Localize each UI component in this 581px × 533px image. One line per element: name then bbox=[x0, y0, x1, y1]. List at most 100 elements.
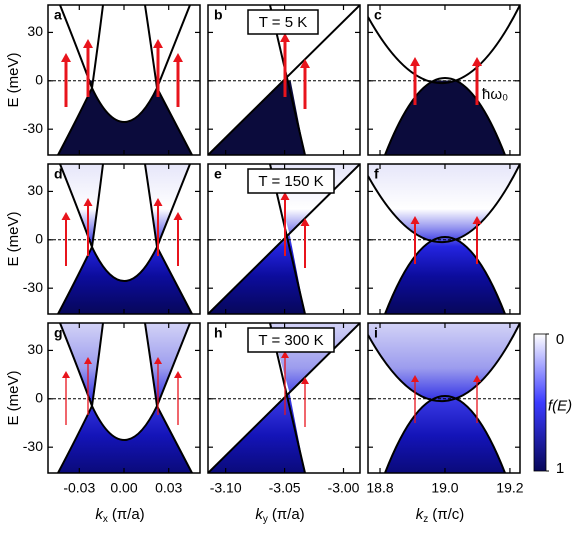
panel: e T = 150 K bbox=[207, 163, 361, 315]
panel-letter: h bbox=[214, 325, 223, 341]
x-tick-label: -0.03 bbox=[63, 480, 95, 496]
temperature-label: T = 300 K bbox=[258, 332, 323, 349]
panel-letter: i bbox=[374, 325, 378, 341]
arrow-head bbox=[280, 33, 290, 42]
x-axis-label: ky (π/a) bbox=[255, 506, 304, 525]
band-fill bbox=[58, 247, 192, 314]
band-fill bbox=[368, 323, 520, 402]
arrow-head bbox=[153, 39, 163, 48]
arrow-head bbox=[154, 357, 162, 364]
panel-plot bbox=[208, 164, 360, 314]
arrow-head bbox=[62, 371, 70, 378]
arrow-head bbox=[153, 198, 163, 206]
arrow-head bbox=[173, 53, 183, 62]
panel-letter: b bbox=[214, 7, 223, 23]
arrow-head bbox=[410, 57, 420, 66]
arrow-head bbox=[174, 371, 182, 378]
y-axis-label: E (meV) bbox=[5, 370, 22, 425]
colorbar-tick-label: 0 bbox=[556, 331, 564, 348]
band-curve bbox=[91, 164, 104, 248]
band-fill bbox=[208, 233, 305, 314]
band-fill bbox=[58, 406, 192, 473]
panel-frame bbox=[367, 163, 521, 315]
panel-letter: e bbox=[214, 166, 222, 182]
band-curve bbox=[144, 164, 158, 248]
band-curve bbox=[57, 244, 193, 314]
x-tick-label: 18.8 bbox=[366, 480, 393, 496]
x-axis-subscript: z bbox=[423, 514, 428, 525]
panel: b T = 5 K bbox=[207, 4, 361, 156]
panel: d bbox=[47, 163, 201, 315]
band-curve bbox=[384, 395, 506, 473]
band-fill bbox=[60, 164, 103, 247]
panel: i bbox=[367, 322, 521, 474]
y-tick-label: -30 bbox=[23, 438, 43, 454]
band-fill bbox=[145, 5, 190, 88]
x-axis-label: kz (π/c) bbox=[416, 506, 465, 525]
panel-plot bbox=[368, 164, 520, 314]
x-tick-label: 0.00 bbox=[110, 480, 137, 496]
arrow-head bbox=[472, 57, 482, 66]
band-curve bbox=[144, 323, 158, 407]
band-curve bbox=[384, 236, 506, 314]
arrow-head bbox=[173, 212, 183, 220]
panel-plot bbox=[48, 5, 200, 155]
x-tick-label: 19.0 bbox=[431, 480, 458, 496]
arrow-head bbox=[61, 53, 71, 62]
panel-plot bbox=[368, 323, 520, 473]
temperature-box bbox=[247, 327, 335, 353]
y-tick-label: -30 bbox=[23, 279, 43, 295]
y-axis-label: E (meV) bbox=[5, 52, 22, 107]
arrow-head bbox=[61, 212, 71, 220]
panel-plot bbox=[368, 5, 520, 155]
temperature-label: T = 5 K bbox=[259, 14, 308, 31]
panel-letter: c bbox=[374, 7, 382, 23]
band-fill bbox=[60, 323, 103, 406]
panel: h T = 300 K bbox=[207, 322, 361, 474]
panel-plot bbox=[48, 164, 200, 314]
band-fill bbox=[60, 5, 103, 88]
panel-plot bbox=[48, 323, 200, 473]
temperature-label: T = 150 K bbox=[258, 173, 323, 190]
band-fill bbox=[368, 164, 520, 243]
band-curve bbox=[91, 5, 104, 89]
band-curve bbox=[368, 164, 520, 244]
panel: c ħω₀ bbox=[367, 4, 521, 156]
panel-letter: a bbox=[54, 7, 62, 23]
band-curve bbox=[368, 5, 520, 85]
annotation: ħω₀ bbox=[482, 86, 508, 103]
colorbar bbox=[533, 333, 547, 472]
x-tick-label: -3.05 bbox=[269, 480, 301, 496]
arrow-head bbox=[83, 198, 93, 206]
panel-letter: g bbox=[54, 325, 63, 341]
x-tick-label: -3.00 bbox=[328, 480, 360, 496]
band-curve bbox=[57, 403, 193, 473]
arrow-head bbox=[300, 218, 310, 226]
y-axis-label: E (meV) bbox=[5, 211, 22, 266]
band-curve bbox=[91, 323, 104, 407]
x-tick-label: 19.2 bbox=[496, 480, 523, 496]
colorbar-tick-label: 1 bbox=[556, 460, 564, 477]
band-curve bbox=[144, 5, 158, 89]
panel-letter: d bbox=[54, 166, 63, 182]
arrow-head bbox=[301, 377, 309, 384]
x-axis-label: kx (π/a) bbox=[95, 506, 144, 525]
y-tick-label: 0 bbox=[35, 390, 43, 406]
arrow-head bbox=[281, 351, 289, 358]
band-fill bbox=[58, 88, 192, 155]
y-tick-label: 30 bbox=[27, 341, 43, 357]
x-axis-unit: (π/a) bbox=[112, 506, 145, 523]
panel-letter: f bbox=[374, 166, 379, 182]
x-axis-symbol: k bbox=[255, 506, 264, 523]
y-tick-label: 0 bbox=[35, 231, 43, 247]
band-fill bbox=[368, 5, 520, 84]
arrow-head bbox=[411, 375, 419, 382]
band-fill bbox=[145, 323, 190, 406]
arrow-head bbox=[84, 357, 92, 364]
x-tick-label: 0.03 bbox=[155, 480, 182, 496]
y-tick-label: 30 bbox=[27, 23, 43, 39]
y-tick-label: 0 bbox=[35, 72, 43, 88]
x-axis-symbol: k bbox=[95, 506, 104, 523]
band-curve bbox=[57, 85, 193, 155]
